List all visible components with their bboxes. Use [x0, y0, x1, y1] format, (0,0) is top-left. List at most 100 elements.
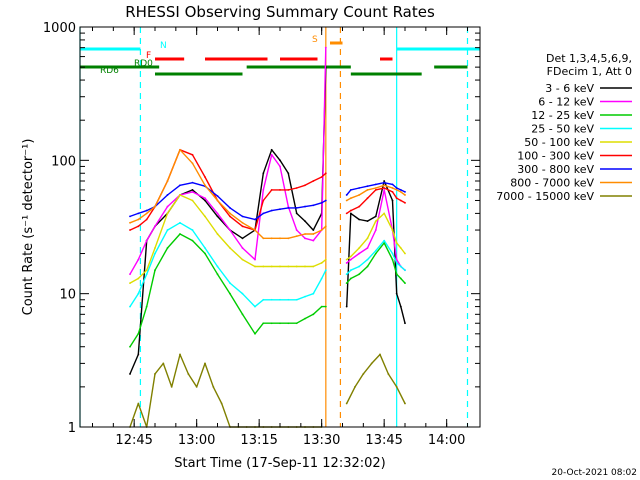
series-0-point-17 — [304, 220, 306, 223]
series-1-point-24 — [366, 247, 369, 249]
series-0-point-15 — [287, 172, 290, 175]
series-3-point-15 — [287, 298, 290, 301]
series-3-point-26 — [383, 239, 386, 242]
series-0-point-29 — [399, 305, 402, 308]
x-tick-label-3: 13:30 — [303, 433, 340, 448]
series-3-point-20 — [324, 269, 327, 272]
series-layer — [129, 46, 406, 428]
series-4-point-14 — [279, 265, 281, 268]
series-3-point-10 — [241, 292, 244, 295]
series-0-point-7 — [204, 199, 206, 202]
series-2-point-17 — [304, 317, 306, 320]
series-3-point-5 — [179, 221, 181, 224]
series-4-point-29 — [399, 247, 402, 249]
series-0-point-28 — [395, 292, 398, 295]
series-6-point-4 — [166, 194, 169, 196]
x-tick-label-2: 13:15 — [240, 433, 277, 448]
series-0-point-27 — [391, 199, 394, 202]
legend-label-5: 100 - 300 keV — [517, 150, 594, 163]
series-1-point-14 — [279, 165, 281, 168]
series-6-point-16 — [295, 206, 298, 209]
series-6-point-29 — [399, 189, 402, 191]
series-4-point-0 — [129, 282, 131, 285]
series-0-point-6 — [191, 189, 194, 191]
series-0-point-18 — [312, 229, 315, 231]
series-8-point-28 — [379, 353, 381, 356]
series-8-point-7 — [187, 373, 190, 375]
series-3-point-28 — [395, 262, 398, 264]
series-2-point-20 — [324, 305, 327, 308]
series-2-point-10 — [241, 313, 244, 316]
series-8-point-8 — [195, 385, 198, 388]
series-8-point-5 — [170, 385, 173, 388]
series-7-point-7 — [204, 184, 206, 187]
series-2-point-28 — [395, 273, 398, 276]
series-7-point-27 — [391, 187, 394, 189]
series-6-point-11 — [254, 218, 256, 221]
flags-layer: NF S RD0 RD6 — [80, 35, 480, 76]
series-8-point-26 — [362, 373, 365, 375]
series-0-point-16 — [295, 212, 298, 215]
series-5-point-15 — [287, 189, 290, 191]
series-1-point-22 — [349, 258, 352, 261]
timestamp: 20-Oct-2021 08:02 — [552, 468, 637, 478]
series-6-point-28 — [395, 187, 398, 189]
series-5-point-1 — [137, 225, 140, 228]
series-7-point-14 — [279, 237, 281, 240]
series-5-point-9 — [229, 215, 231, 218]
series-4-point-8 — [216, 233, 219, 235]
series-2-point-19 — [320, 305, 323, 308]
series-3-point-9 — [229, 282, 231, 285]
series-7-point-9 — [229, 212, 231, 215]
series-2-point-14 — [279, 322, 281, 325]
series-4-point-11 — [254, 265, 256, 268]
series-0-point-14 — [279, 159, 281, 162]
series-3-point-27 — [391, 252, 394, 255]
series-7-point-5 — [179, 148, 181, 151]
series-1-point-28 — [395, 258, 398, 261]
series-8-point-3 — [154, 373, 156, 375]
series-6-point-5 — [179, 184, 181, 187]
series-1-point-0 — [129, 273, 131, 276]
series-3-point-4 — [166, 229, 169, 231]
series-7-point-23 — [358, 194, 361, 196]
series-2-point-15 — [287, 322, 290, 325]
series-5-point-13 — [270, 189, 273, 191]
series-8-point-31 — [404, 402, 406, 405]
series-7-point-18 — [312, 233, 315, 235]
series-4-point-22 — [349, 255, 352, 258]
series-0-point-0 — [129, 373, 131, 375]
series-5-point-12 — [262, 199, 265, 202]
series-5-point-20 — [324, 172, 327, 175]
series-6-point-30 — [404, 190, 406, 193]
series-4-point-9 — [229, 247, 231, 249]
series-3-point-23 — [358, 265, 361, 268]
series-1-point-7 — [204, 197, 206, 200]
x-tick-label-0: 12:45 — [115, 433, 152, 448]
series-0-point-10 — [241, 237, 244, 240]
series-3-point-13 — [270, 298, 273, 301]
series-1-point-23 — [358, 252, 361, 255]
series-5-point-26 — [383, 187, 386, 189]
series-4-point-27 — [391, 229, 394, 231]
series-1-point-11 — [254, 258, 256, 261]
series-3-point-17 — [304, 295, 306, 298]
series-6-point-8 — [216, 195, 219, 197]
series-7-point-12 — [262, 237, 265, 240]
legend-header-0: Det 1,3,4,5,6,9, — [546, 52, 632, 65]
series-7-point-22 — [349, 197, 352, 200]
series-5-point-22 — [349, 209, 352, 212]
series-7-point-30 — [404, 194, 406, 196]
series-7-point-21 — [345, 199, 348, 202]
series-4-point-18 — [312, 265, 315, 268]
legend-label-2: 12 - 25 keV — [531, 109, 594, 122]
legend-header-1: FDecim 1, Att 0 — [547, 65, 632, 78]
series-2-point-4 — [166, 247, 169, 249]
series-5-point-27 — [391, 190, 394, 193]
series-6-point-18 — [312, 204, 315, 207]
series-5-point-28 — [395, 197, 398, 200]
series-4-point-16 — [295, 265, 298, 268]
series-0-point-21 — [345, 305, 348, 308]
series-3-point-30 — [404, 269, 406, 272]
series-6-point-20 — [324, 199, 327, 202]
